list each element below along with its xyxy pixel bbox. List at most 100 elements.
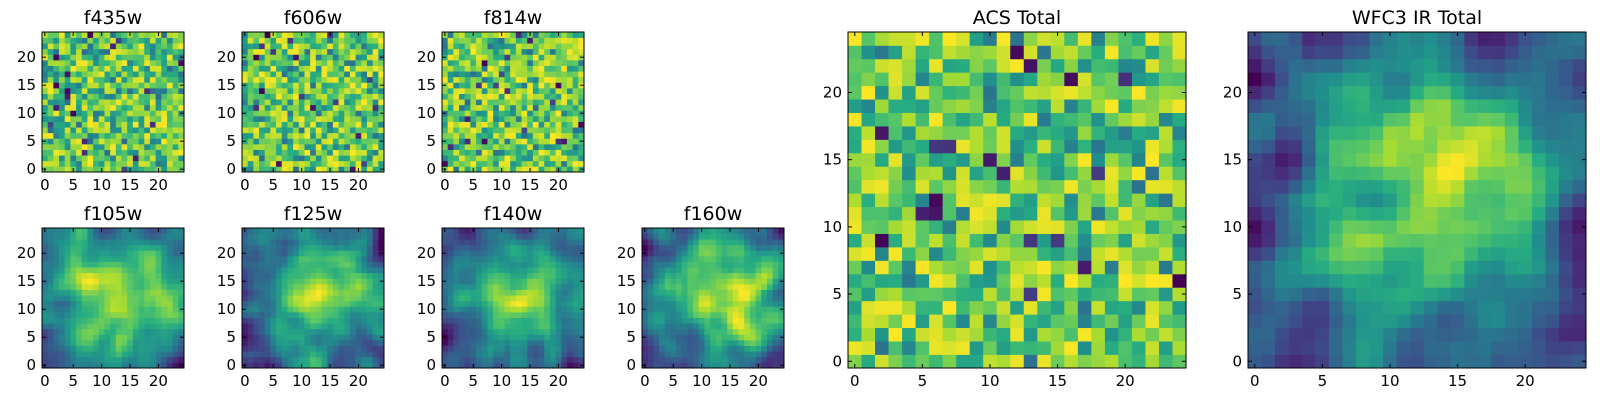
heatmap-cell — [349, 323, 356, 330]
heatmap-cell — [172, 256, 179, 262]
heatmap-cell — [115, 323, 122, 330]
heatmap-cell — [115, 132, 122, 139]
heatmap-cell — [310, 334, 317, 341]
heatmap-cell — [355, 48, 362, 55]
heatmap-cell — [1077, 287, 1092, 302]
heatmap-cell — [510, 244, 517, 251]
heatmap-cell — [493, 60, 500, 66]
heatmap-cell — [453, 300, 460, 307]
heatmap-cells — [442, 32, 585, 173]
heatmap-cell — [561, 317, 568, 324]
heatmap-cell — [270, 306, 277, 313]
heatmap-cell — [459, 250, 466, 257]
heatmap-cell — [1131, 206, 1146, 221]
heatmap-cell — [566, 65, 573, 72]
heatmap-cell — [98, 149, 105, 156]
heatmap-cell — [861, 327, 876, 342]
heatmap-cell — [544, 121, 551, 128]
heatmap-cell — [110, 267, 117, 274]
heatmap-cell — [149, 93, 156, 100]
heatmap-cell — [259, 272, 266, 279]
heatmap-cell — [929, 152, 943, 167]
heatmap-cell — [281, 37, 288, 44]
heatmap-cell — [166, 93, 173, 100]
heatmap-cell — [366, 32, 373, 38]
heatmap-cell — [453, 54, 460, 61]
heatmap-cell — [110, 312, 117, 318]
heatmap-cell — [538, 233, 545, 240]
heatmap-cell — [59, 356, 66, 363]
heatmap-cell — [242, 244, 249, 251]
heatmap-cell — [366, 345, 373, 352]
heatmap-cell — [521, 256, 528, 262]
heatmap-cell — [264, 312, 271, 318]
heatmap-cell — [459, 233, 466, 240]
heatmap-cell — [1037, 260, 1052, 275]
heatmap-cell — [715, 334, 722, 341]
heatmap-cell — [510, 132, 517, 139]
heatmap-cell — [1077, 314, 1092, 329]
heatmap-cell — [481, 76, 488, 83]
heatmap-cell — [1172, 300, 1187, 315]
heatmap-cell — [172, 160, 179, 167]
heatmap-cell — [281, 104, 288, 111]
heatmap-cell — [178, 272, 185, 279]
heatmap-cell — [138, 149, 145, 156]
heatmap-cell — [521, 155, 528, 162]
heatmap-cell — [1145, 354, 1160, 369]
heatmap-cell — [515, 93, 522, 100]
heatmap-cell — [464, 267, 471, 274]
heatmap-cell — [76, 149, 83, 156]
heatmap-cell — [304, 71, 311, 78]
heatmap-cell — [81, 88, 88, 94]
heatmap-cell — [81, 300, 88, 307]
heatmap-cell — [298, 233, 305, 240]
heatmap-cell — [442, 99, 449, 106]
heatmap-cell — [527, 76, 534, 83]
heatmap-cell — [1145, 260, 1160, 275]
heatmap-cell — [247, 93, 254, 100]
heatmap-cell — [1037, 341, 1052, 355]
heatmap-cell — [470, 160, 477, 167]
heatmap-cell — [738, 278, 745, 285]
heatmap-cell — [276, 99, 283, 106]
heatmap-cell — [81, 267, 88, 274]
heatmap-cell — [253, 278, 260, 285]
heatmap-cell — [304, 65, 311, 72]
heatmap-cell — [298, 239, 305, 246]
heatmap-cell — [110, 76, 117, 83]
heatmap-cell — [98, 256, 105, 262]
heatmap-cell — [521, 345, 528, 352]
heatmap-cell — [372, 48, 379, 55]
heatmap-cell — [332, 104, 339, 111]
heatmap-cell — [70, 356, 77, 363]
heatmap-cell — [721, 356, 728, 363]
heatmap-cell — [315, 88, 322, 94]
heatmap-cell — [59, 76, 66, 83]
heatmap-cell — [504, 289, 511, 296]
heatmap-cell — [332, 244, 339, 251]
heatmap-cell — [670, 295, 677, 302]
heatmap-cell — [561, 261, 568, 268]
heatmap-cell — [561, 144, 568, 150]
heatmap-cell — [470, 155, 477, 162]
heatmap-cell — [259, 43, 266, 50]
heatmap-cell — [527, 312, 534, 318]
heatmap-cell — [64, 295, 71, 302]
heatmap-cell — [378, 317, 385, 324]
heatmap-cell — [693, 272, 700, 279]
heatmap-cell — [578, 323, 585, 330]
heatmap-cell — [270, 138, 277, 145]
heatmap-cell — [676, 345, 683, 352]
heatmap-cell — [693, 244, 700, 251]
heatmap-cell — [87, 289, 94, 296]
heatmap-cell — [544, 88, 551, 94]
heatmap-cell — [498, 256, 505, 262]
heatmap-cell — [349, 312, 356, 318]
heatmap-cell — [848, 166, 862, 181]
heatmap-cell — [447, 149, 454, 156]
heatmap-cell — [281, 272, 288, 279]
heatmap-cell — [744, 228, 751, 234]
heatmap-cell — [555, 155, 562, 162]
